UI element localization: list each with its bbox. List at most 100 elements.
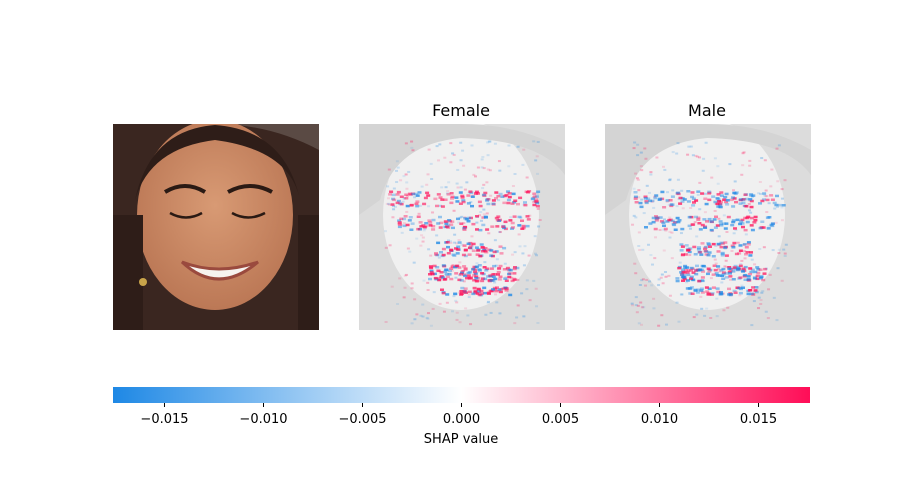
shap-pixel <box>481 193 486 197</box>
shap-pixel <box>691 204 696 207</box>
shap-pixel <box>718 205 723 209</box>
shap-pixel <box>653 227 658 231</box>
shap-pixel <box>698 268 703 272</box>
shap-pixel <box>536 190 541 193</box>
shap-pixel <box>413 318 417 321</box>
shap-pixel <box>692 316 696 319</box>
shap-pixel <box>468 246 472 250</box>
shap-pixel <box>746 292 751 296</box>
shap-pixel <box>706 243 711 246</box>
shap-pixel <box>481 246 486 249</box>
shap-pixel <box>397 221 402 224</box>
shap-pixel <box>705 307 709 310</box>
shap-pixel <box>725 231 729 234</box>
shap-pixel <box>741 164 745 167</box>
shap-pixel <box>446 226 451 229</box>
shap-pixel <box>475 228 479 231</box>
shap-pixel <box>716 242 721 246</box>
shap-pixel <box>466 242 471 245</box>
shap-pixel <box>423 227 427 230</box>
shap-pixel <box>469 247 474 250</box>
shap-pixel <box>696 190 701 193</box>
shap-pixel <box>462 227 467 230</box>
shap-pixel <box>405 181 409 184</box>
shap-pixel <box>742 151 746 154</box>
shap-pixel <box>746 215 751 219</box>
shap-pixel <box>449 201 454 205</box>
shap-pixel <box>741 201 746 204</box>
shap-pixel <box>715 197 720 200</box>
colorbar-tick-label: −0.005 <box>338 412 386 427</box>
shap-pixel <box>470 144 474 147</box>
shap-pixel <box>745 220 750 224</box>
shap-pixel <box>483 247 488 250</box>
shap-pixel <box>460 215 464 218</box>
shap-pixel <box>451 253 456 256</box>
shap-pixel <box>398 202 403 205</box>
shap-pixel <box>516 278 520 281</box>
shap-pixel <box>466 274 471 277</box>
shap-pixel <box>780 188 784 191</box>
shap-pixel <box>445 275 450 279</box>
shap-pixel <box>507 165 511 168</box>
shap-pixel <box>459 293 464 296</box>
female-shap-pixels <box>384 140 542 327</box>
shap-pixel <box>443 220 448 223</box>
shap-pixel <box>474 192 479 195</box>
shap-pixel <box>503 286 508 289</box>
shap-pixel <box>498 264 503 268</box>
shap-pixel <box>719 222 724 226</box>
shap-pixel <box>718 220 723 223</box>
shap-pixel <box>495 286 499 289</box>
shap-pixel <box>743 250 747 253</box>
shap-pixel <box>776 180 780 183</box>
shap-pixel <box>446 252 451 255</box>
shap-pixel <box>680 200 685 203</box>
shap-pixel <box>689 206 693 209</box>
shap-pixel <box>464 307 468 310</box>
shap-pixel <box>636 178 640 181</box>
shap-pixel <box>777 252 781 255</box>
shap-pixel <box>700 223 705 227</box>
shap-pixel <box>387 202 391 205</box>
shap-pixel <box>469 323 473 326</box>
shap-pixel <box>687 215 692 219</box>
shap-pixel <box>638 201 643 205</box>
male-panel-title: Male <box>688 101 726 120</box>
shap-pixel <box>707 198 712 202</box>
shap-pixel <box>494 197 498 200</box>
shap-pixel <box>631 304 635 307</box>
shap-pixel <box>687 145 691 148</box>
shap-pixel <box>718 270 722 273</box>
shap-pixel <box>670 257 674 260</box>
shap-pixel <box>516 304 520 307</box>
shap-pixel <box>467 216 472 220</box>
shap-pixel <box>438 196 443 199</box>
shap-pixel <box>432 264 437 268</box>
shap-pixel <box>426 173 430 176</box>
shap-pixel <box>712 218 717 221</box>
shap-pixel <box>485 199 490 202</box>
shap-pixel <box>402 217 407 221</box>
shap-pixel <box>730 244 735 248</box>
shap-pixel <box>478 228 483 232</box>
shap-pixel <box>681 279 685 282</box>
shap-pixel <box>507 275 512 279</box>
shap-pixel <box>650 199 655 203</box>
shap-pixel <box>719 194 724 197</box>
shap-pixel <box>633 141 637 144</box>
shap-pixel <box>502 268 507 271</box>
shap-pixel <box>519 216 523 219</box>
shap-pixel <box>405 194 409 197</box>
shap-pixel <box>494 289 499 293</box>
shap-pixel <box>535 201 540 205</box>
shap-pixel <box>650 200 654 203</box>
shap-pixel <box>729 278 733 281</box>
shap-pixel <box>475 215 479 218</box>
shap-pixel <box>397 225 402 229</box>
shap-pixel <box>667 218 672 222</box>
shap-pixel <box>428 224 433 227</box>
shap-pixel <box>716 165 720 168</box>
shap-pixel <box>486 168 490 171</box>
shap-pixel <box>754 286 759 289</box>
